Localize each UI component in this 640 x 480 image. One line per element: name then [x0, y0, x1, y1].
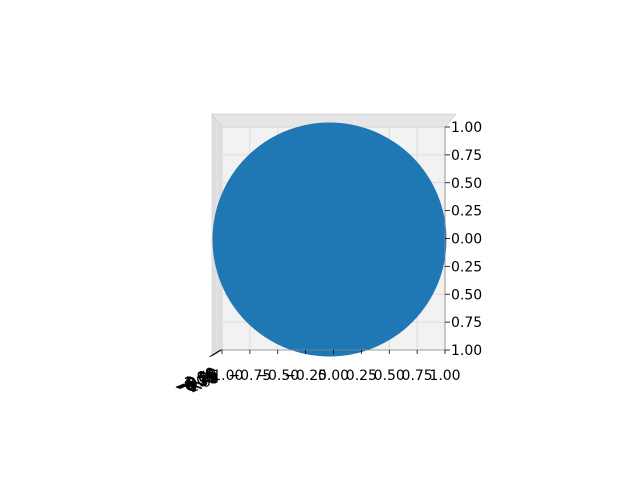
y-tick-label: 0.75: [451, 315, 482, 331]
x-tick-label: 1.00: [429, 368, 460, 384]
y-tick-label: 0.50: [451, 287, 482, 303]
y-tick-label: 1.00: [451, 343, 482, 359]
x-tick-label: −0.50: [256, 368, 299, 384]
z-tick-mark: [217, 349, 222, 352]
x-tick-label: −1.00: [201, 368, 244, 384]
y-tick-label: 1.00: [451, 120, 482, 136]
y-axis-ticks: 1.00 0.75 0.50 0.25 0.00 0.25 0.50 0.75 1.00: [445, 120, 482, 359]
x-axis-ticks: −1.00−0.75−0.50−0.250.000.250.500.751.00: [201, 350, 461, 384]
x-tick-label: 0.00: [318, 368, 349, 384]
sphere-surface-layer: [212, 122, 447, 357]
z-axis-ticks: −1.00−0.75−0.50−0.250.000.250.500.751.00: [172, 349, 222, 397]
x-tick-label: 0.50: [374, 368, 405, 384]
x-tick-label: −0.75: [228, 368, 271, 384]
y-tick-label: 0.50: [451, 176, 482, 192]
y-tick-label: 0.25: [451, 204, 482, 220]
sphere-surface: [212, 122, 447, 357]
z-axis-line: [211, 349, 223, 357]
x-tick-label: 0.25: [346, 368, 377, 384]
y-tick-label: 0.75: [451, 148, 482, 164]
x-tick-label: −0.25: [284, 368, 327, 384]
y-tick-label: 0.25: [451, 259, 482, 275]
y-tick-label: 0.00: [451, 232, 482, 248]
x-tick-label: 0.75: [402, 368, 433, 384]
